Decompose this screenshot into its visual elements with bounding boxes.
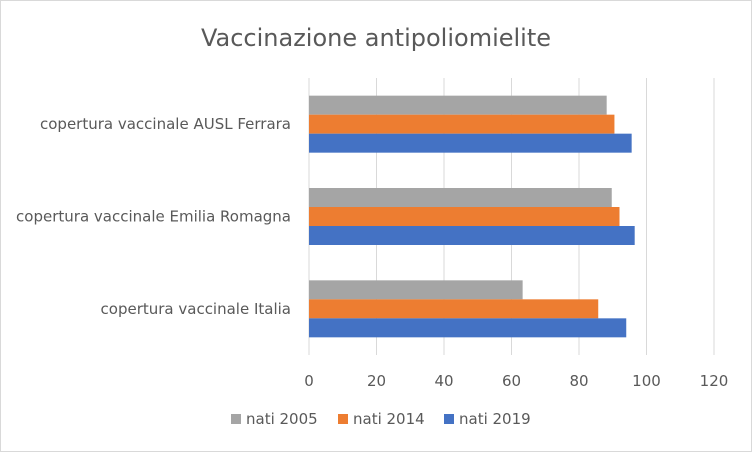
category-label: copertura vaccinale Emilia Romagna: [16, 208, 291, 226]
bars: [309, 95, 635, 338]
bar-0-1: [309, 114, 615, 134]
x-tick-label: 0: [304, 372, 314, 390]
bar-1-0: [309, 188, 612, 207]
x-axis-tick-labels: 0 20 40 60 80 100 120: [304, 372, 728, 390]
x-tick-label: 60: [502, 372, 521, 390]
legend-swatch-0: [231, 414, 241, 424]
chart-title: Vaccinazione antipoliomielite: [201, 24, 551, 52]
legend-label: nati 2014: [353, 410, 425, 428]
bar-0-0: [309, 95, 607, 115]
bar-2-1: [309, 299, 599, 319]
x-tick-label: 80: [569, 372, 588, 390]
category-labels: copertura vaccinale AUSL Ferrara copertur…: [16, 115, 291, 318]
x-tick-label: 20: [367, 372, 386, 390]
bar-2-0: [309, 280, 523, 300]
legend-label: nati 2019: [459, 410, 531, 428]
legend-swatch-2: [444, 414, 454, 424]
x-tick-label: 100: [632, 372, 661, 390]
category-label: copertura vaccinale Italia: [101, 300, 291, 318]
x-tick-label: 120: [700, 372, 729, 390]
bar-0-2: [309, 133, 632, 153]
x-tick-label: 40: [434, 372, 453, 390]
legend-label: nati 2005: [246, 410, 318, 428]
bar-1-1: [309, 207, 620, 226]
bar-2-2: [309, 318, 627, 338]
legend: nati 2005 nati 2014 nati 2019: [231, 410, 531, 428]
category-label: copertura vaccinale AUSL Ferrara: [40, 115, 291, 133]
bar-1-2: [309, 226, 635, 245]
legend-swatch-1: [338, 414, 348, 424]
